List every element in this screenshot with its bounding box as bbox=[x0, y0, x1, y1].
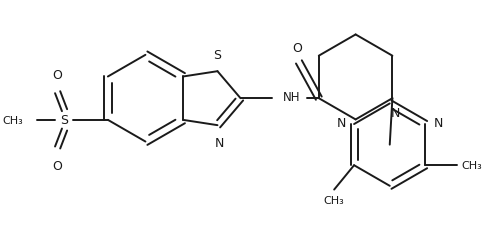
Text: N: N bbox=[434, 117, 443, 130]
Text: CH₃: CH₃ bbox=[2, 115, 23, 125]
Text: N: N bbox=[215, 136, 224, 149]
Text: N: N bbox=[390, 107, 400, 120]
Text: CH₃: CH₃ bbox=[461, 160, 482, 171]
Text: N: N bbox=[336, 117, 346, 130]
Text: NH: NH bbox=[282, 91, 300, 104]
Text: O: O bbox=[52, 159, 63, 172]
Text: O: O bbox=[52, 69, 63, 82]
Text: CH₃: CH₃ bbox=[324, 195, 345, 205]
Text: S: S bbox=[213, 49, 222, 62]
Text: O: O bbox=[293, 41, 302, 54]
Text: S: S bbox=[61, 114, 69, 127]
